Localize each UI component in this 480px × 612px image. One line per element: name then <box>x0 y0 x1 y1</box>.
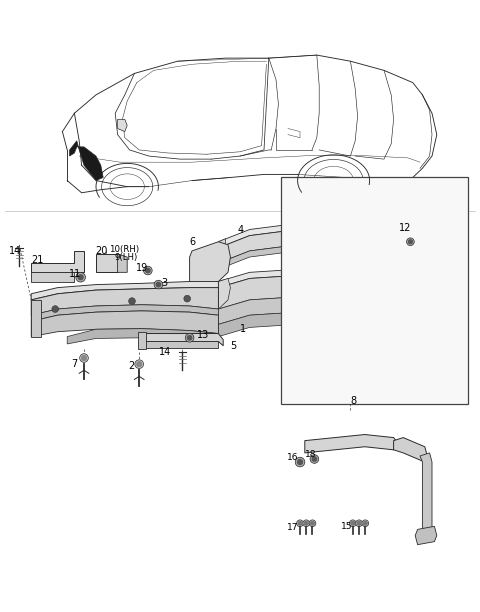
Polygon shape <box>70 141 103 181</box>
Circle shape <box>356 520 362 526</box>
Circle shape <box>297 520 303 526</box>
Text: 1: 1 <box>240 324 246 334</box>
Circle shape <box>310 455 319 463</box>
Circle shape <box>135 360 144 368</box>
Circle shape <box>311 521 314 525</box>
Text: 16: 16 <box>287 453 298 462</box>
Circle shape <box>363 521 367 525</box>
Text: 17: 17 <box>287 523 298 532</box>
Polygon shape <box>218 269 430 291</box>
Circle shape <box>154 280 163 289</box>
Circle shape <box>129 298 135 304</box>
Text: 7: 7 <box>71 359 77 369</box>
Text: 19: 19 <box>136 263 149 273</box>
Polygon shape <box>305 435 398 453</box>
Polygon shape <box>67 329 218 344</box>
Text: 21: 21 <box>31 255 44 265</box>
Text: 4: 4 <box>238 225 244 234</box>
Polygon shape <box>144 341 218 348</box>
Text: 13: 13 <box>197 330 209 340</box>
Text: 11: 11 <box>69 269 81 279</box>
Text: 6: 6 <box>190 237 196 247</box>
Polygon shape <box>31 311 218 337</box>
Text: 12: 12 <box>399 223 412 233</box>
Polygon shape <box>31 305 218 321</box>
Circle shape <box>349 520 356 526</box>
Polygon shape <box>218 239 226 269</box>
Circle shape <box>303 520 310 526</box>
Circle shape <box>78 275 83 280</box>
Text: 18: 18 <box>305 450 316 458</box>
Polygon shape <box>218 223 418 251</box>
Circle shape <box>298 521 302 525</box>
Circle shape <box>185 334 194 342</box>
Circle shape <box>351 521 355 525</box>
Polygon shape <box>415 526 437 545</box>
Circle shape <box>52 306 59 312</box>
Text: 15: 15 <box>341 522 352 531</box>
Polygon shape <box>420 453 432 536</box>
Circle shape <box>188 335 192 340</box>
Circle shape <box>156 282 161 287</box>
Polygon shape <box>190 242 230 288</box>
Circle shape <box>362 520 369 526</box>
Text: 10(RH): 10(RH) <box>109 245 140 254</box>
Circle shape <box>407 238 414 245</box>
Text: 14: 14 <box>159 347 171 357</box>
Text: 8: 8 <box>350 396 357 406</box>
Circle shape <box>82 356 86 360</box>
Text: 20: 20 <box>95 246 108 256</box>
Circle shape <box>309 520 316 526</box>
Circle shape <box>137 362 142 367</box>
Text: 14: 14 <box>9 246 21 256</box>
Text: 9(LH): 9(LH) <box>114 253 137 261</box>
Polygon shape <box>418 278 430 340</box>
Polygon shape <box>218 312 430 340</box>
Circle shape <box>357 521 361 525</box>
Text: 3: 3 <box>162 278 168 288</box>
Circle shape <box>408 240 412 244</box>
Circle shape <box>184 296 191 302</box>
Polygon shape <box>218 297 430 327</box>
Polygon shape <box>31 251 84 272</box>
Polygon shape <box>31 300 41 337</box>
Bar <box>281 177 468 404</box>
Polygon shape <box>31 288 218 315</box>
Polygon shape <box>218 245 418 272</box>
Polygon shape <box>138 332 146 349</box>
Polygon shape <box>96 254 118 272</box>
Circle shape <box>76 272 85 282</box>
Circle shape <box>295 457 305 467</box>
Text: 5: 5 <box>230 341 237 351</box>
Polygon shape <box>218 275 430 312</box>
Circle shape <box>80 354 88 362</box>
Polygon shape <box>31 272 74 282</box>
Circle shape <box>304 521 308 525</box>
Polygon shape <box>218 278 230 309</box>
Circle shape <box>146 268 150 273</box>
Circle shape <box>298 460 302 465</box>
Polygon shape <box>144 334 223 346</box>
Circle shape <box>312 457 317 461</box>
Polygon shape <box>118 254 127 272</box>
Polygon shape <box>218 230 418 266</box>
Polygon shape <box>31 282 218 300</box>
Polygon shape <box>118 119 127 132</box>
Polygon shape <box>394 438 427 462</box>
Text: 2: 2 <box>129 361 135 371</box>
Circle shape <box>144 266 152 275</box>
